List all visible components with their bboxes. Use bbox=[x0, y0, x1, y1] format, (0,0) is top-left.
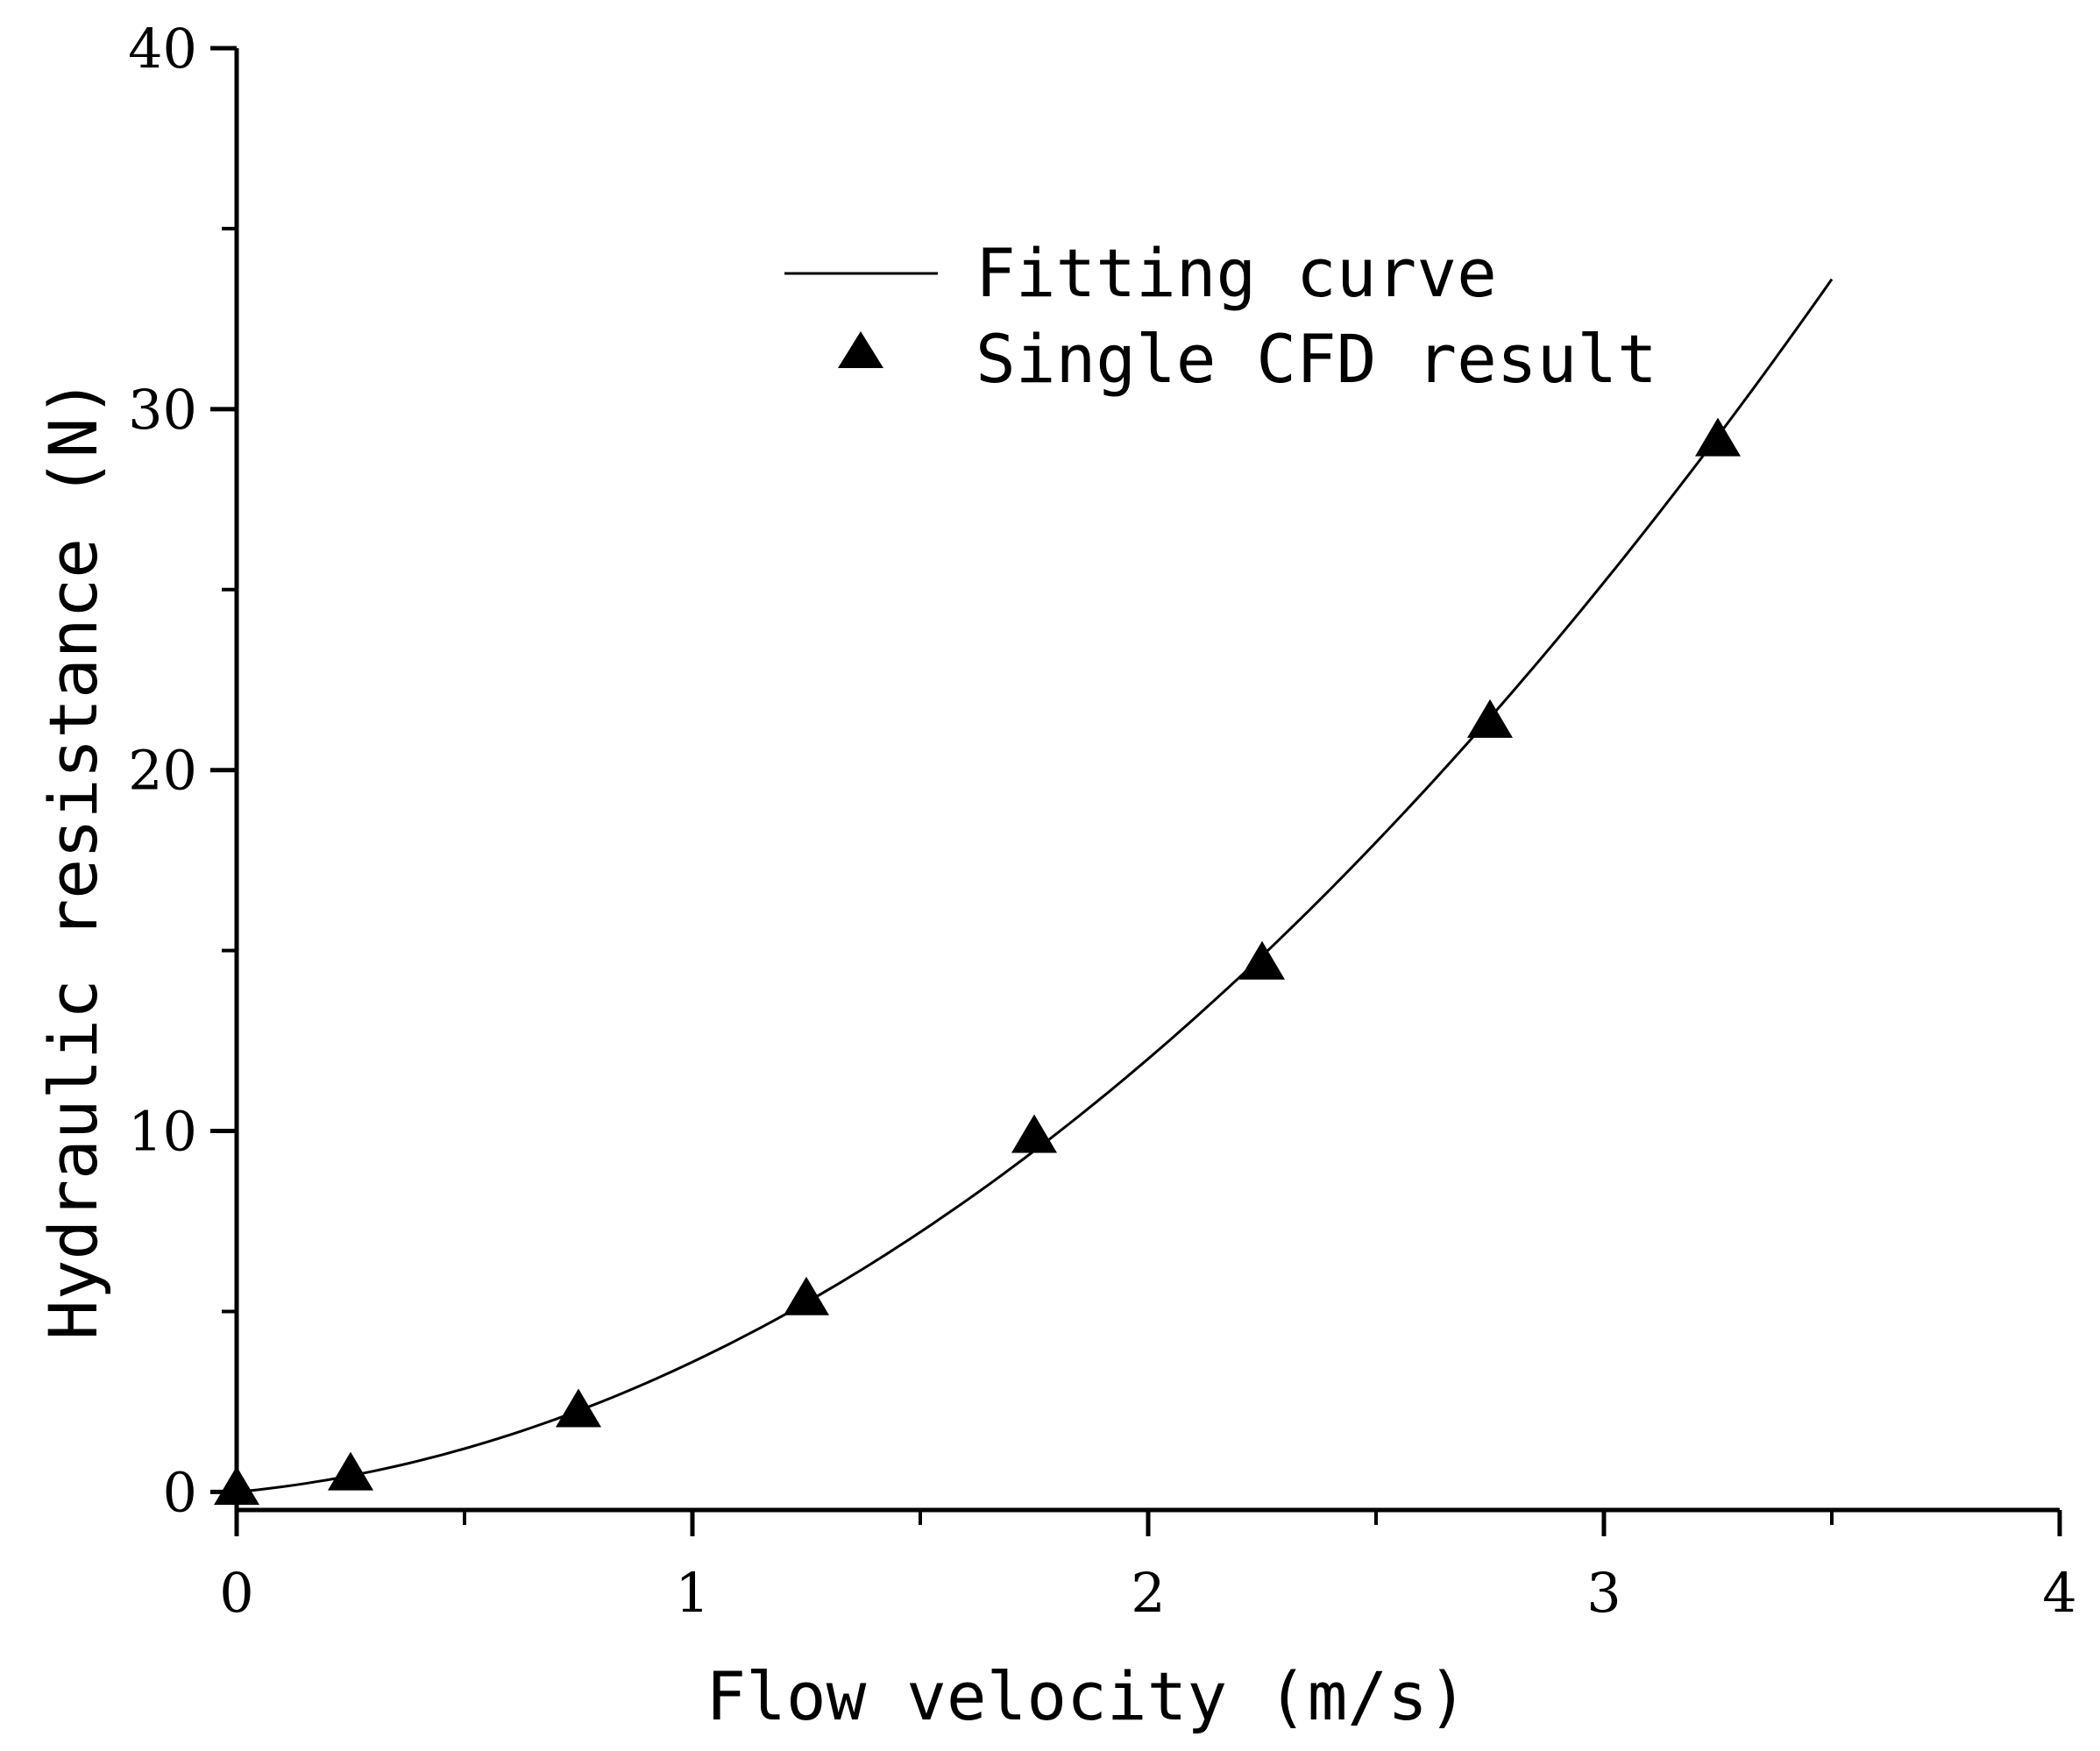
y-tick-label: 40 bbox=[128, 17, 197, 81]
y-axis-title: Hydraulic resistance (N) bbox=[34, 378, 112, 1340]
x-axis-title: Flow velocity (m/s) bbox=[706, 1657, 1467, 1735]
fitting-curve-line bbox=[236, 278, 1834, 1493]
cfd-markers bbox=[214, 417, 1741, 1506]
y-tick-labels: 0 10 20 30 40 bbox=[128, 17, 197, 1524]
legend-label-single-cfd-result: Single CFD result bbox=[976, 320, 1657, 398]
x-tick-labels: 0 1 2 3 4 bbox=[219, 1561, 2076, 1625]
x-tick-label: 4 bbox=[2042, 1561, 2076, 1625]
x-ticks bbox=[234, 1510, 2062, 1536]
cfd-point-marker bbox=[328, 1451, 373, 1491]
x-tick-label: 2 bbox=[1131, 1561, 1165, 1625]
y-tick-label: 30 bbox=[128, 378, 197, 442]
legend-label-fitting-curve: Fitting curve bbox=[976, 234, 1497, 312]
cfd-point-marker bbox=[1467, 698, 1513, 738]
cfd-point-marker bbox=[214, 1466, 259, 1506]
legend-triangle-swatch bbox=[838, 331, 883, 368]
x-tick-label: 0 bbox=[219, 1561, 253, 1625]
cfd-point-marker bbox=[1011, 1114, 1057, 1153]
y-ticks bbox=[210, 46, 237, 1494]
cfd-point-marker bbox=[1695, 417, 1741, 457]
legend: Fitting curve Single CFD result bbox=[784, 234, 1657, 398]
cfd-point-marker bbox=[1239, 940, 1285, 980]
x-tick-label: 1 bbox=[675, 1561, 709, 1625]
y-tick-label: 0 bbox=[163, 1460, 197, 1524]
cfd-point-marker bbox=[556, 1388, 601, 1428]
cfd-point-marker bbox=[784, 1276, 829, 1315]
x-tick-label: 3 bbox=[1586, 1561, 1621, 1625]
y-tick-label: 10 bbox=[128, 1100, 197, 1164]
y-tick-label: 20 bbox=[128, 739, 197, 803]
